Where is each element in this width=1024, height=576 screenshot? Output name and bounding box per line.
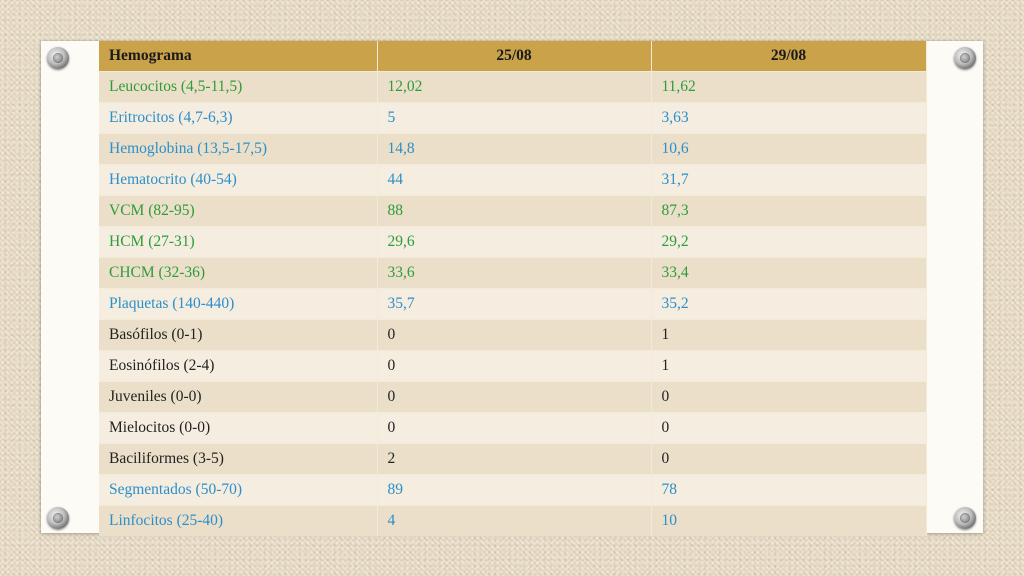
table-header-row: Hemograma 25/08 29/08 [99,41,927,72]
row-label: Plaquetas (140-440) [99,288,378,320]
row-value-29-08: 10 [651,505,927,536]
row-value-29-08: 1 [651,350,927,382]
pushpin-icon [954,47,976,69]
header-date-2: 29/08 [651,41,927,72]
row-value-29-08: 0 [651,443,927,475]
row-value-25-08: 5 [377,102,652,134]
row-label: Segmentados (50-70) [99,474,378,506]
row-value-25-08: 89 [377,474,652,506]
row-value-25-08: 88 [377,195,652,227]
row-value-29-08: 3,63 [651,102,927,134]
row-label: Eritrocitos (4,7-6,3) [99,102,378,134]
row-label: HCM (27-31) [99,226,378,258]
table-row: Juveniles (0-0) 0 0 [99,381,927,413]
row-value-29-08: 11,62 [651,71,927,103]
pushpin-icon [954,507,976,529]
row-value-29-08: 35,2 [651,288,927,320]
pushpin-icon [47,507,69,529]
row-value-29-08: 31,7 [651,164,927,196]
row-value-29-08: 0 [651,381,927,413]
row-value-25-08: 12,02 [377,71,652,103]
row-value-25-08: 0 [377,319,652,351]
row-value-29-08: 29,2 [651,226,927,258]
table-row: Baciliformes (3-5) 2 0 [99,443,927,475]
table-row: Mielocitos (0-0) 0 0 [99,412,927,444]
row-label: Linfocitos (25-40) [99,505,378,536]
row-value-25-08: 44 [377,164,652,196]
header-date-1: 25/08 [377,41,652,72]
row-value-25-08: 0 [377,381,652,413]
row-value-29-08: 78 [651,474,927,506]
row-label: Eosinófilos (2-4) [99,350,378,382]
row-label: VCM (82-95) [99,195,378,227]
table-row: Plaquetas (140-440) 35,7 35,2 [99,288,927,320]
table-row: Hemoglobina (13,5-17,5) 14,8 10,6 [99,133,927,165]
row-value-29-08: 10,6 [651,133,927,165]
table-row: VCM (82-95) 88 87,3 [99,195,927,227]
row-label: Hematocrito (40-54) [99,164,378,196]
table-body: Leucocitos (4,5-11,5) 12,02 11,62 Eritrocit… [99,71,927,536]
table-row: Basófilos (0-1) 0 1 [99,319,927,351]
row-value-29-08: 33,4 [651,257,927,289]
row-label: Basófilos (0-1) [99,319,378,351]
row-value-25-08: 0 [377,412,652,444]
table-row: Leucocitos (4,5-11,5) 12,02 11,62 [99,71,927,103]
table-row: Segmentados (50-70) 89 78 [99,474,927,506]
row-label: CHCM (32-36) [99,257,378,289]
row-value-25-08: 4 [377,505,652,536]
table-row: CHCM (32-36) 33,6 33,4 [99,257,927,289]
table-row: Linfocitos (25-40) 4 10 [99,505,927,536]
row-value-25-08: 2 [377,443,652,475]
table-row: Hematocrito (40-54) 44 31,7 [99,164,927,196]
row-value-29-08: 87,3 [651,195,927,227]
table-row: Eosinófilos (2-4) 0 1 [99,350,927,382]
row-value-29-08: 0 [651,412,927,444]
row-label: Baciliformes (3-5) [99,443,378,475]
row-label: Leucocitos (4,5-11,5) [99,71,378,103]
row-label: Mielocitos (0-0) [99,412,378,444]
row-value-25-08: 0 [377,350,652,382]
row-value-25-08: 33,6 [377,257,652,289]
row-value-29-08: 1 [651,319,927,351]
hemograma-table: Hemograma 25/08 29/08 Leucocitos (4,5-11… [99,41,927,536]
table-row: HCM (27-31) 29,6 29,2 [99,226,927,258]
table-row: Eritrocitos (4,7-6,3) 5 3,63 [99,102,927,134]
header-hemograma: Hemograma [99,41,378,72]
row-label: Hemoglobina (13,5-17,5) [99,133,378,165]
row-value-25-08: 14,8 [377,133,652,165]
row-value-25-08: 35,7 [377,288,652,320]
row-label: Juveniles (0-0) [99,381,378,413]
pushpin-icon [47,47,69,69]
row-value-25-08: 29,6 [377,226,652,258]
